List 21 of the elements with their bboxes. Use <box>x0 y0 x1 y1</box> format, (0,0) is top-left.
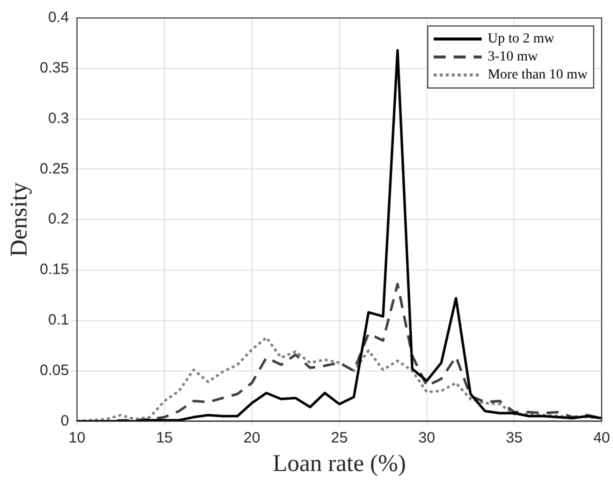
legend-label: 3-10 mw <box>488 50 539 65</box>
x-tick-label: 40 <box>593 429 610 446</box>
y-axis-title: Density <box>6 182 33 257</box>
y-tick-label: 0.15 <box>40 261 69 278</box>
y-tick-label: 0.25 <box>40 160 69 178</box>
legend-label: More than 10 mw <box>488 68 589 83</box>
x-tick-label: 25 <box>330 429 348 446</box>
x-tick-label: 35 <box>506 429 523 446</box>
x-axis-title: Loan rate (%) <box>272 450 406 477</box>
y-tick-label: 0 <box>60 412 69 430</box>
legend-label: Up to 2 mw <box>488 32 556 47</box>
y-tick-label: 0.35 <box>40 60 69 77</box>
y-tick-label: 0.2 <box>48 210 69 228</box>
y-tick-label: 0.4 <box>48 9 69 26</box>
y-tick-label: 0.05 <box>40 362 69 379</box>
y-tick-label: 0.1 <box>48 312 69 329</box>
x-tick-label: 10 <box>68 429 86 446</box>
x-tick-label: 30 <box>418 429 436 446</box>
y-tick-label: 0.3 <box>48 110 69 127</box>
x-tick-label: 15 <box>156 429 173 446</box>
x-tick-label: 20 <box>244 429 260 446</box>
